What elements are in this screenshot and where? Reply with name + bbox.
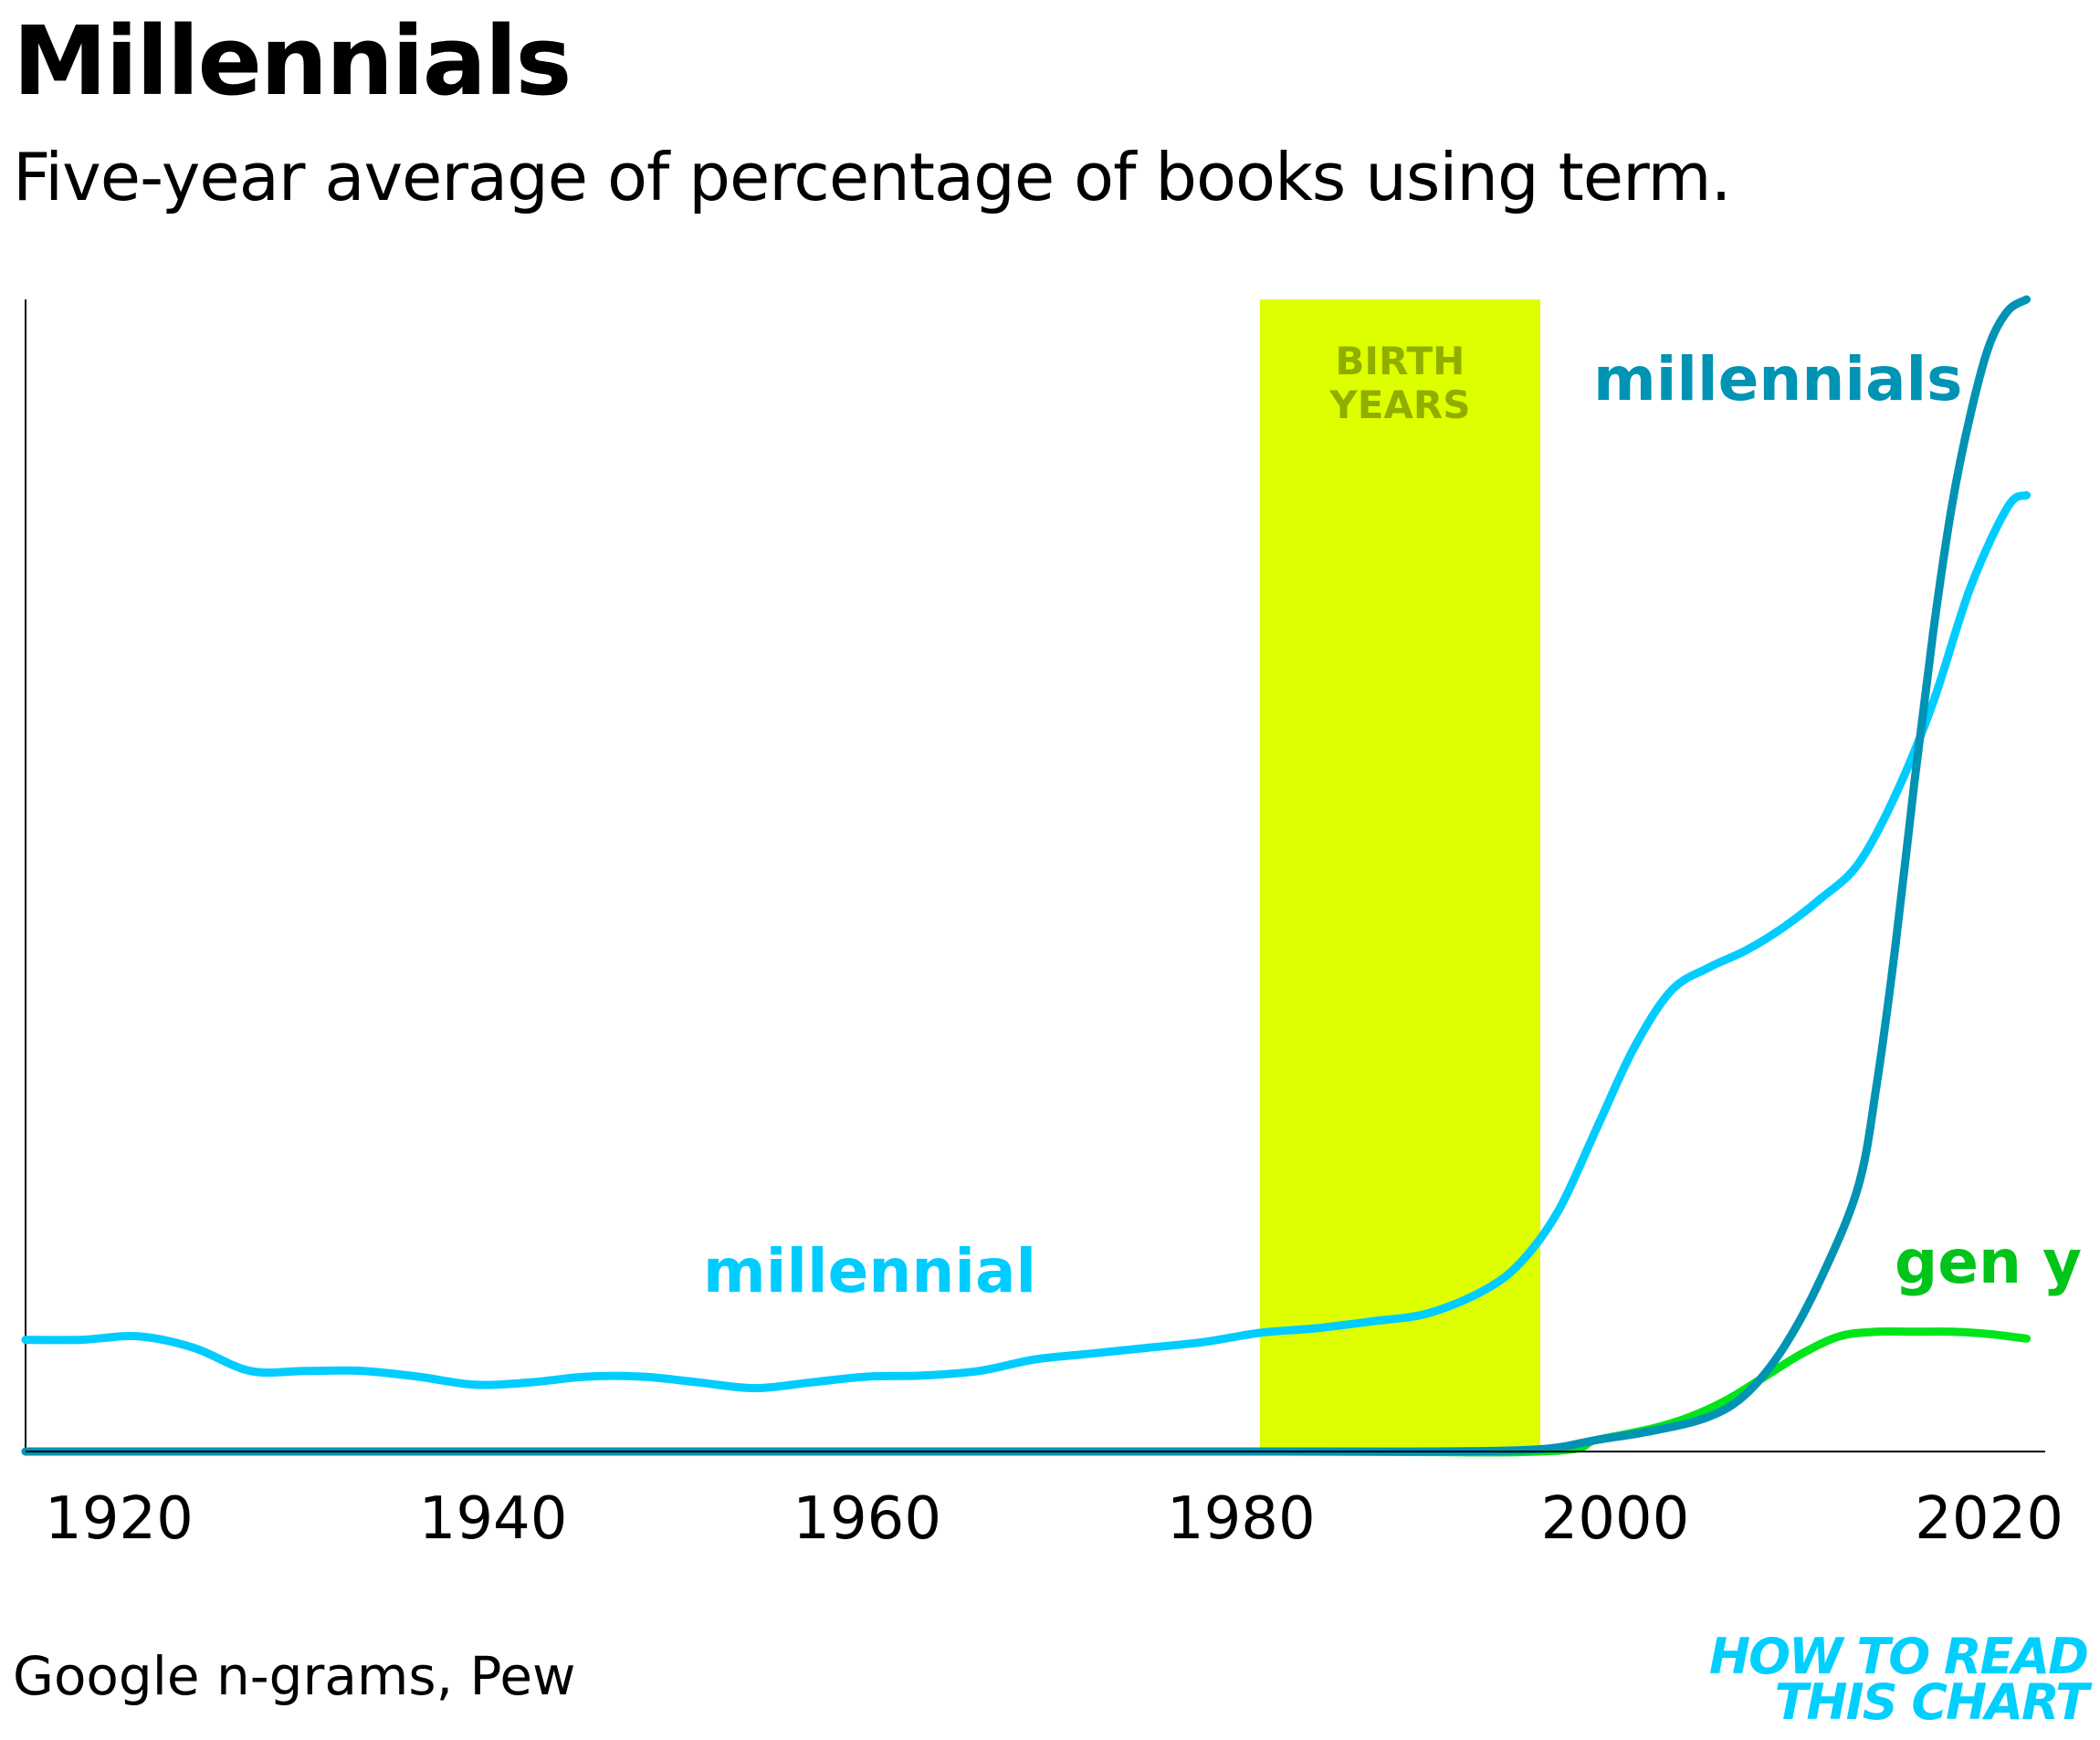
x-tick-label: 1980 — [1167, 1485, 1316, 1553]
x-tick-label: 1920 — [45, 1485, 194, 1553]
series-label-millennial: millennial — [703, 1236, 1036, 1306]
logo-line2: THIS CHART — [1774, 1673, 2089, 1731]
x-tick-label: 2000 — [1540, 1485, 1689, 1553]
x-tick-layer: 1920 1940 1960 1980 2000 2020 — [45, 1485, 2063, 1553]
series-label-millennials: millennials — [1593, 344, 1962, 414]
x-tick-label: 2020 — [1915, 1485, 2063, 1553]
brand-logo: HOW TO READ THIS CHART — [1708, 1628, 2089, 1731]
chart-subtitle: Five-year average of percentage of books… — [13, 139, 1731, 215]
series-line-millennial — [21, 491, 2031, 1393]
highlight-band-layer — [1259, 299, 1540, 1452]
chart-title: Millennials — [13, 5, 572, 117]
x-tick-label: 1960 — [793, 1485, 941, 1553]
band-label-line2: YEARS — [1328, 383, 1470, 427]
birth-years-band — [1259, 299, 1540, 1452]
series-line-gen-y — [21, 1326, 2031, 1457]
band-label-line1: BIRTH — [1335, 339, 1465, 383]
logo-line1: HOW TO READ — [1708, 1628, 2089, 1685]
source-note: Google n-grams, Pew — [13, 1645, 576, 1707]
x-tick-label: 1940 — [419, 1485, 568, 1553]
series-label-gen-y: gen y — [1895, 1227, 2082, 1297]
